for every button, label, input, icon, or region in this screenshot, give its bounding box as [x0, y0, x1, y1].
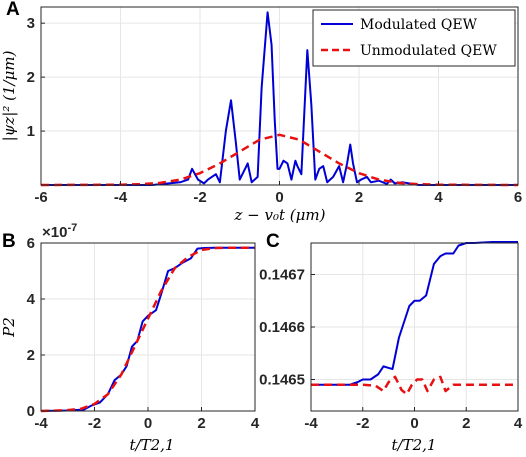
x-tick-label: -4 [304, 415, 318, 432]
panel-label-b: B [2, 231, 16, 252]
x-tick-label: 2 [355, 189, 363, 206]
x-tick-label: 4 [514, 415, 523, 432]
panel-b-xlabel: t/T2,1 [130, 436, 175, 454]
panel-a-xlabel: z − v₀t (μm) [234, 206, 326, 224]
legend-label-modulated: Modulated QEW [360, 17, 478, 33]
x-tick-label: 2 [197, 415, 205, 432]
unmodulated-series-line [311, 375, 518, 396]
modulated-series-line [311, 240, 518, 386]
y-tick-label: 2 [27, 347, 35, 364]
unmodulated-series-line [40, 246, 255, 413]
x-tick-label: -4 [34, 415, 48, 432]
panel-a-lines [40, 11, 519, 187]
modulated-series-line [40, 246, 255, 412]
y-tick-label: 0.1466 [259, 319, 305, 336]
unmodulated-series-line [40, 133, 519, 187]
panel-a-ticks: -6 -4 -2 0 2 4 6 1 2 3 [27, 15, 523, 206]
panel-c-ticks: -4 -2 0 2 4 0.1465 0.1466 0.1467 [259, 267, 523, 433]
x-tick-label: -2 [356, 415, 369, 432]
legend-label-unmodulated: Unmodulated QEW [360, 43, 497, 59]
y-tick-label: 2 [27, 69, 35, 86]
y-tick-label: 0 [27, 403, 35, 420]
x-tick-label: 0 [275, 189, 283, 206]
panel-label-c: C [266, 231, 280, 252]
y-tick-label: 6 [27, 235, 35, 252]
y-axis-label: P2 [0, 317, 18, 338]
panel-b-grid [40, 242, 256, 412]
x-tick-label: -6 [34, 189, 47, 206]
panel-c-grid [310, 243, 519, 411]
x-tick-label: -4 [114, 189, 128, 206]
y-tick-label: 4 [27, 291, 36, 308]
panel-c-xlabel: t/T2,1 [392, 436, 437, 454]
panel-label-a: A [6, 0, 20, 20]
x-tick-label: 6 [514, 189, 522, 206]
x-tick-label: 0 [410, 415, 418, 432]
y-tick-label: 0.1465 [259, 372, 305, 389]
modulated-series-line [41, 11, 518, 186]
legend: Modulated QEW Unmodulated QEW [312, 9, 516, 67]
y-axis-label: |ψz|² (1/μm) [0, 50, 18, 141]
x-tick-label: -2 [88, 415, 101, 432]
panel-b-exponent: ×10-7 [42, 222, 77, 241]
y-tick-label: 0.1467 [259, 267, 305, 284]
panel-c: -4 -2 0 2 4 0.1465 0.1466 0.1467 t/T2,1 [259, 240, 523, 454]
panel-c-lines [311, 240, 518, 396]
x-tick-label: -2 [193, 189, 206, 206]
panel-b-lines [40, 246, 255, 413]
legend-box [312, 9, 516, 67]
x-tick-label: 4 [434, 189, 443, 206]
x-tick-label: 0 [144, 415, 152, 432]
panel-b-ticks: -4 -2 0 2 4 0 2 4 6 [27, 235, 260, 432]
panel-b-ylabel: P2 [0, 317, 18, 338]
panel-a-ylabel: |ψz|² (1/μm) [0, 50, 18, 141]
y-tick-label: 1 [27, 123, 35, 140]
y-tick-label: 3 [27, 15, 35, 32]
x-tick-label: 4 [251, 415, 260, 432]
panel-b: -4 -2 0 2 4 0 2 4 6 P2 ×10-7 t/T2,1 [0, 222, 260, 454]
x-tick-label: 2 [462, 415, 470, 432]
